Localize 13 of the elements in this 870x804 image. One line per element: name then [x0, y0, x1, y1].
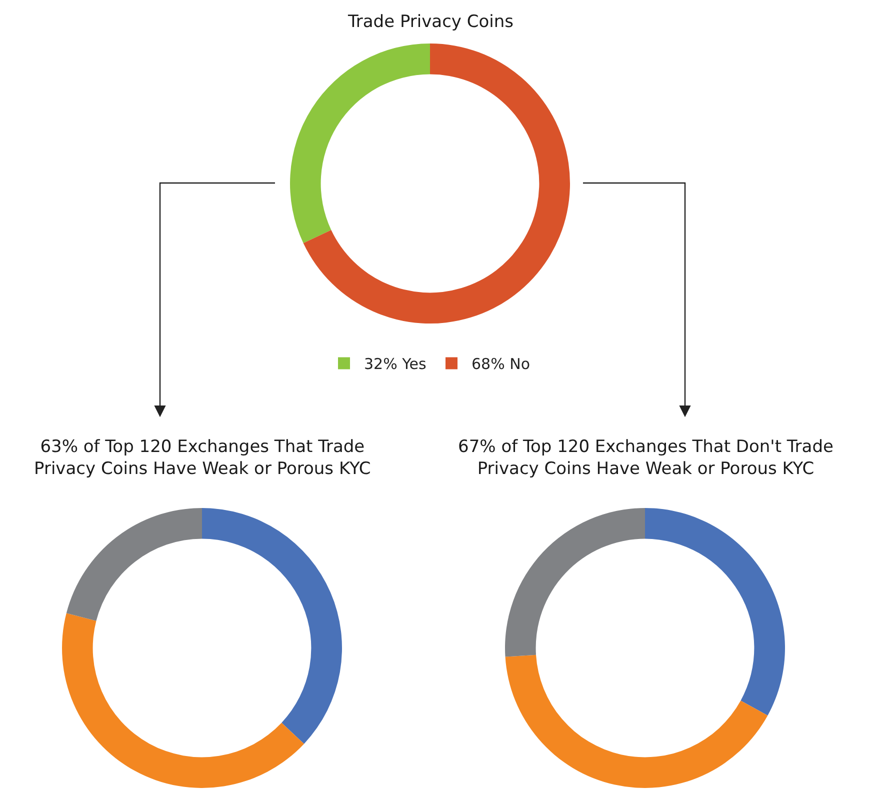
legend-label: 32% Yes — [364, 355, 427, 374]
donut-slice — [202, 508, 342, 744]
donut-slice — [303, 44, 570, 324]
chart-title: Trade Privacy Coins — [347, 12, 514, 32]
chart-title: 67% of Top 120 Exchanges That Don't Trade Privacy Coins Have Weak or Porous KYC — [458, 437, 834, 480]
donut-slice — [505, 508, 645, 657]
donut-slice — [645, 508, 785, 716]
donut-slice — [62, 613, 304, 788]
donut-slice — [66, 508, 202, 621]
legend-label: 68% No — [472, 355, 530, 374]
chart-title: 63% of Top 120 Exchanges That Trade Privacy Coins Have Weak or Porous KYC — [34, 437, 371, 480]
donut-slice — [290, 44, 430, 244]
donut-slice — [505, 654, 768, 788]
